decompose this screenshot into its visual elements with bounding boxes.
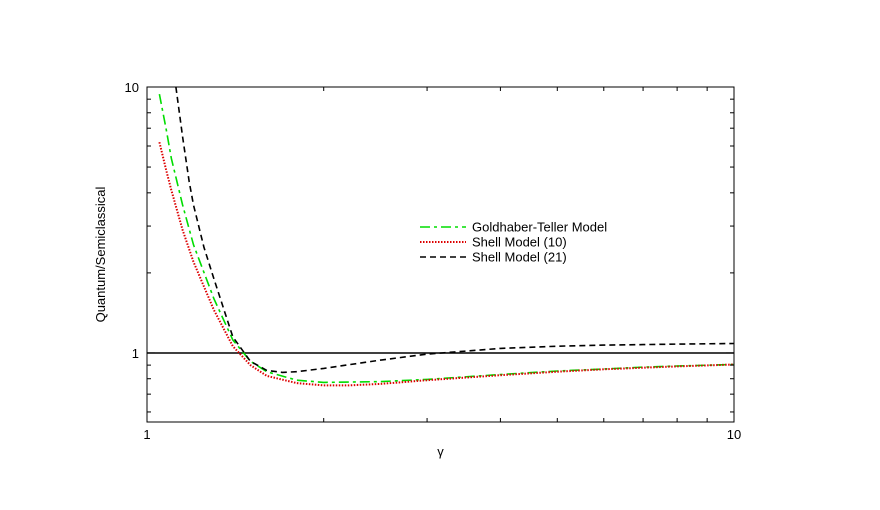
y-axis-label: Quantum/Semiclassical bbox=[93, 186, 108, 322]
x-axis-label: γ bbox=[437, 444, 444, 459]
series-line-1 bbox=[158, 93, 734, 384]
series-layer bbox=[147, 87, 734, 387]
legend-label-3: Shell Model (21) bbox=[472, 250, 567, 265]
legend-label-2: Shell Model (10) bbox=[472, 235, 567, 250]
ticks-layer: 1 10 1 10 bbox=[125, 80, 742, 442]
series-line-3 bbox=[175, 87, 734, 374]
y-tick-label: 10 bbox=[125, 80, 139, 95]
y-tick-label: 1 bbox=[132, 346, 139, 361]
x-tick-label: 10 bbox=[727, 427, 741, 442]
legend-label-1: Goldhaber-Teller Model bbox=[472, 220, 607, 235]
series-line-2 bbox=[158, 141, 734, 387]
plot-frame bbox=[146, 86, 735, 423]
x-tick-label: 1 bbox=[143, 427, 150, 442]
